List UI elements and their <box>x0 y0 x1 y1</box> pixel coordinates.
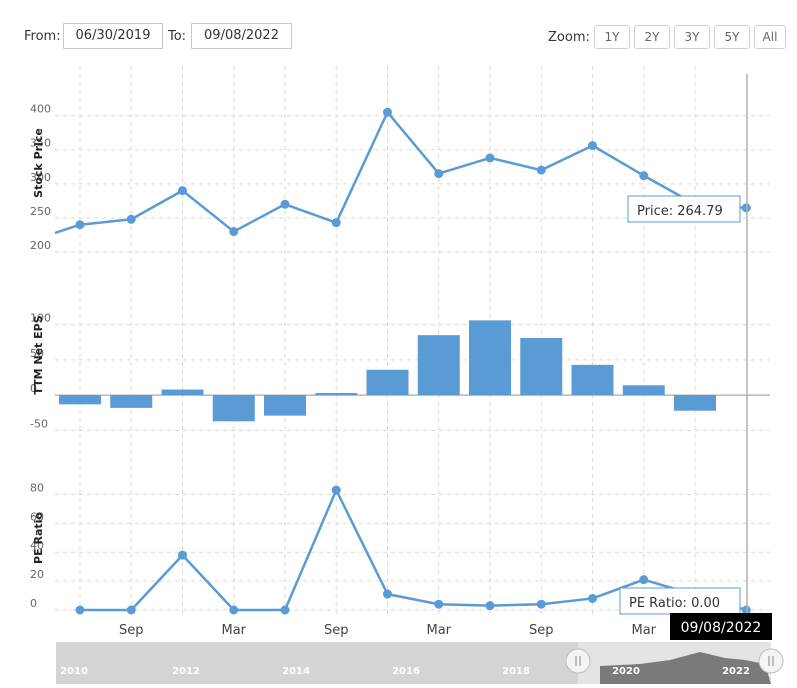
eps-bar <box>520 338 563 396</box>
y-tick-label: 80 <box>30 481 44 494</box>
data-point <box>229 227 239 237</box>
x-tick-label: Sep <box>119 623 144 638</box>
eps-bar <box>469 320 511 396</box>
data-point <box>331 485 341 495</box>
eps-bar <box>264 395 306 416</box>
navigator-left-handle[interactable] <box>565 648 591 674</box>
data-point <box>75 605 85 615</box>
panel-stock-price: 200 250 300 350 400 Stock Price <box>30 103 770 253</box>
navigator-year-label: 2020 <box>612 666 640 677</box>
navigator-year-label: 2014 <box>282 666 310 677</box>
y-tick-label: 350 <box>30 137 51 150</box>
price-tooltip-box <box>627 195 741 223</box>
zoom-5y-button[interactable]: 5Y <box>714 25 750 49</box>
price-tooltip-text: Price: 264.79 <box>637 204 723 219</box>
y-tick-label: -50 <box>30 417 48 430</box>
zoom-label: Zoom: <box>548 30 590 45</box>
from-label: From: <box>24 29 61 44</box>
navigator-year-label: 2012 <box>172 666 200 677</box>
data-point <box>126 214 136 224</box>
selected-date-badge <box>670 613 772 640</box>
zoom-1y-button[interactable]: 1Y <box>594 25 630 49</box>
y-tick-label: 40 <box>30 539 44 552</box>
y-tick-label: 20 <box>30 568 44 581</box>
data-point <box>536 165 546 175</box>
navigator-year-label: 2022 <box>722 666 750 677</box>
to-label: To: <box>168 29 187 44</box>
pe-ratio-tooltip-box <box>619 587 741 615</box>
data-point <box>434 169 444 179</box>
eps-bar <box>366 369 409 396</box>
navigator-mini-series <box>600 652 771 684</box>
data-point <box>434 599 444 609</box>
eps-bar <box>315 393 358 396</box>
data-point <box>588 141 597 151</box>
eps-bar <box>161 389 204 396</box>
eps-bar <box>212 395 255 422</box>
y-tick-label: 0 <box>30 597 37 610</box>
to-date-input[interactable]: 09/08/2022 <box>191 23 292 49</box>
data-point <box>280 605 290 615</box>
y-axis-title: Stock Price <box>32 128 45 198</box>
toolbar: From: 06/30/2019 To: 09/08/2022 Zoom: 1Y… <box>0 0 797 56</box>
eps-bar <box>417 335 460 396</box>
y-tick-label: 0 <box>30 382 37 395</box>
y-tick-label: 400 <box>30 103 51 116</box>
y-tick-label: 300 <box>30 171 51 184</box>
x-tick-label: Sep <box>324 623 349 638</box>
data-point <box>178 550 187 560</box>
data-point <box>639 575 649 585</box>
navigator: 2010 2012 2014 2016 2018 2020 2022 <box>56 642 784 684</box>
data-point <box>383 107 392 117</box>
data-point <box>588 593 597 603</box>
price-tooltip: Price: 264.79 <box>627 195 741 223</box>
data-point <box>536 599 546 609</box>
from-date-input[interactable]: 06/30/2019 <box>63 23 163 49</box>
navigator-year-label: 2016 <box>392 666 420 677</box>
x-tick-label: Mar <box>221 623 246 638</box>
data-point <box>126 605 136 615</box>
y-tick-label: 100 <box>30 312 51 325</box>
eps-bar <box>622 385 665 396</box>
navigator-year-label: 2010 <box>60 666 88 677</box>
navigator-year-label: 2018 <box>502 666 530 677</box>
eps-bar <box>59 395 101 405</box>
x-tick-label: Sep <box>529 623 554 638</box>
data-point <box>639 171 649 181</box>
data-point <box>229 605 239 615</box>
y-axis-title: PE Ratio <box>32 512 45 564</box>
eps-bar <box>571 364 614 396</box>
selected-date-text: 09/08/2022 <box>681 620 762 636</box>
y-axis-title: TTM Net EPS <box>32 315 45 394</box>
data-point <box>280 199 290 209</box>
panel-pe-ratio: 0 20 40 60 80 PE Ratio <box>30 481 770 615</box>
data-point <box>485 601 495 611</box>
data-point <box>383 589 392 599</box>
pe-ratio-tooltip-text: PE Ratio: 0.00 <box>629 596 720 611</box>
handle-knob <box>758 648 784 674</box>
eps-bar <box>110 395 153 408</box>
y-tick-label: 60 <box>30 510 44 523</box>
zoom-all-button[interactable]: All <box>754 25 786 49</box>
y-tick-label: 200 <box>30 239 51 252</box>
y-tick-label: 250 <box>30 205 51 218</box>
data-point <box>178 186 187 196</box>
data-point <box>75 220 85 230</box>
data-point <box>331 218 341 228</box>
pe-ratio-tooltip: PE Ratio: 0.00 <box>619 587 741 615</box>
handle-knob <box>565 648 591 674</box>
navigator-right-handle[interactable] <box>758 648 784 674</box>
zoom-2y-button[interactable]: 2Y <box>634 25 670 49</box>
y-tick-label: 50 <box>30 347 44 360</box>
data-point <box>485 153 495 163</box>
x-tick-label: Mar <box>631 623 656 638</box>
x-tick-label: Mar <box>426 623 451 638</box>
eps-bar <box>674 395 716 411</box>
zoom-3y-button[interactable]: 3Y <box>674 25 710 49</box>
